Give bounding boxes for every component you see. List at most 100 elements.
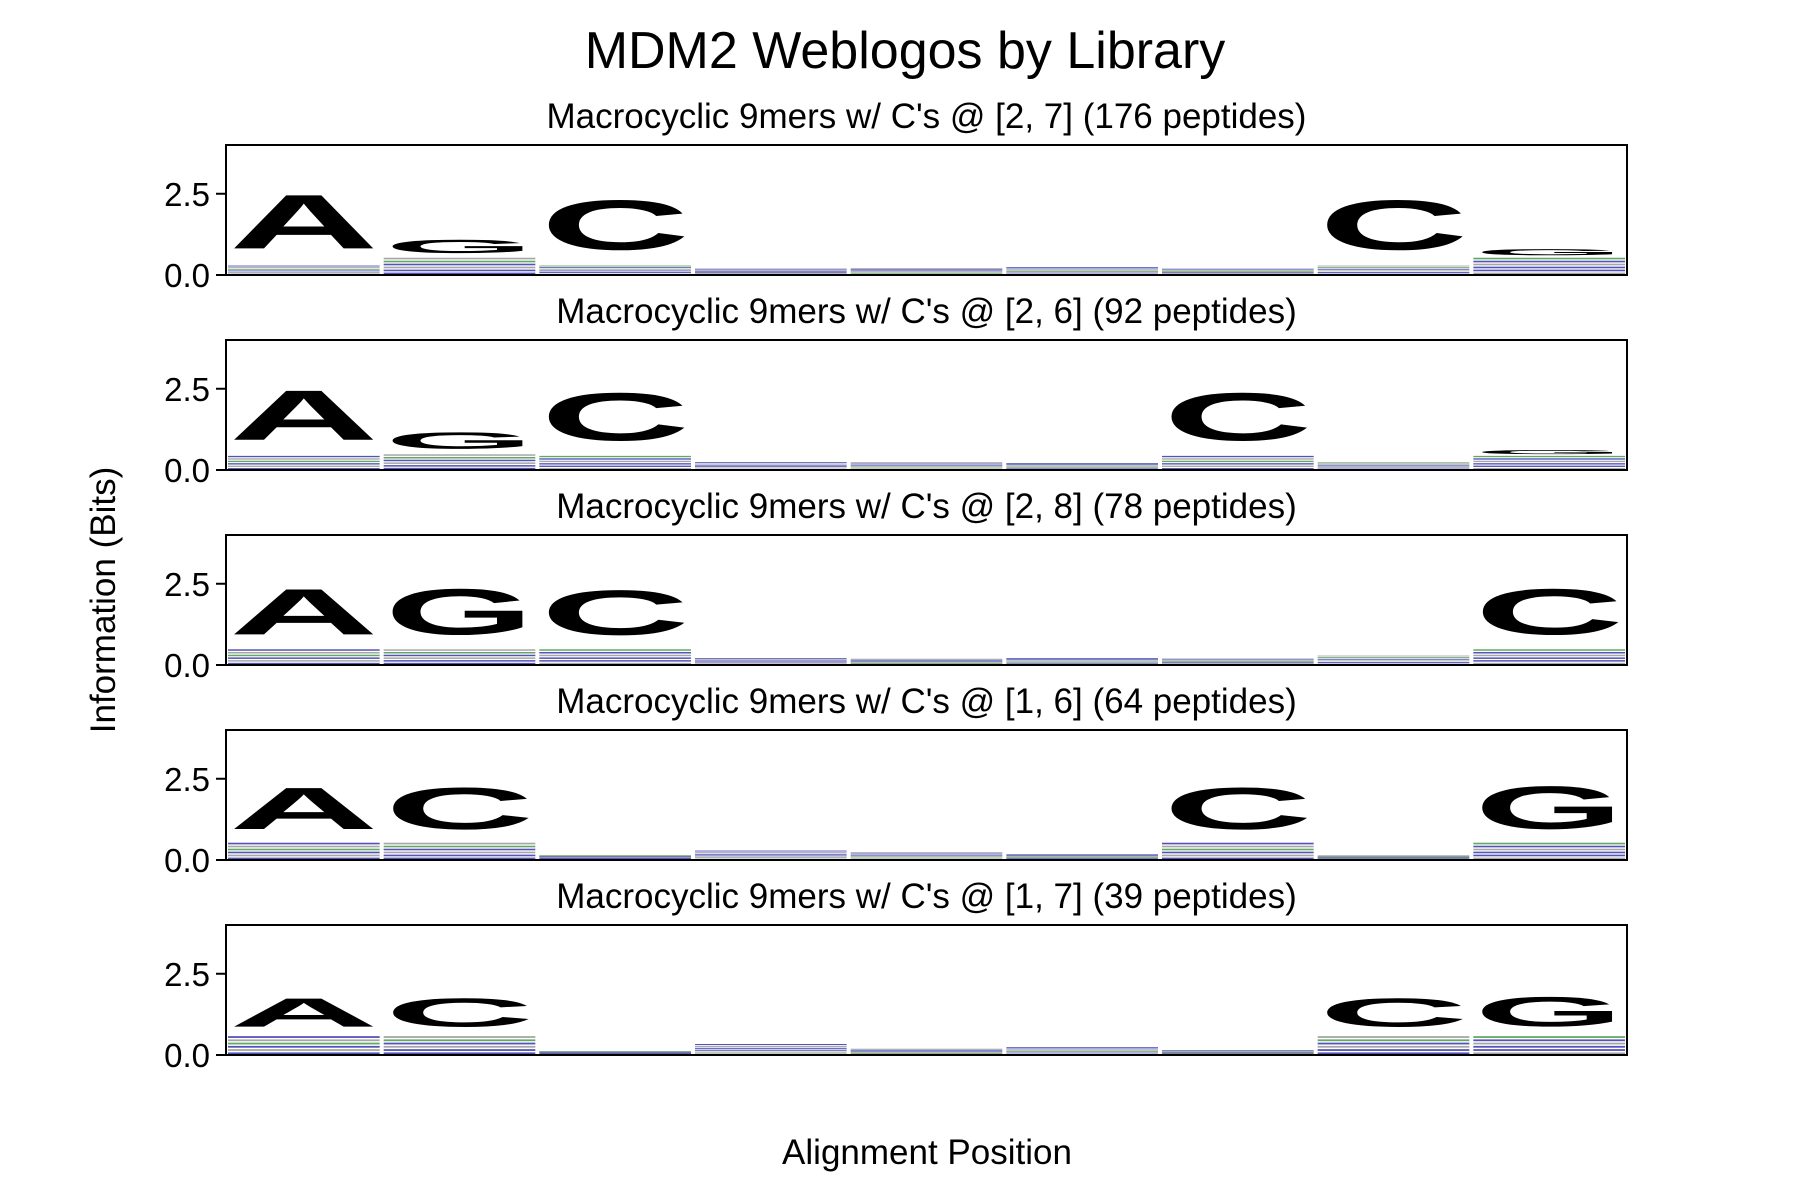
residue-band (383, 652, 536, 654)
residue-band (228, 1036, 380, 1038)
residue-band (539, 1051, 691, 1053)
residue-band (539, 458, 691, 460)
residue-band (383, 257, 536, 260)
residue-band (1473, 260, 1625, 263)
logo-letter-A: A (229, 776, 379, 842)
residue-band (1162, 468, 1314, 470)
residue-band (1317, 857, 1470, 859)
residue-band (1473, 657, 1625, 659)
residue-band (1317, 466, 1470, 468)
residue-band (228, 662, 380, 665)
logo-column: A (228, 179, 380, 275)
residue-band (850, 1049, 1003, 1051)
residue-band (850, 660, 1003, 662)
residue-band (383, 465, 536, 467)
residue-band (228, 1049, 380, 1051)
residue-band (1006, 661, 1158, 663)
residue-band (1162, 465, 1314, 467)
residue-band (228, 845, 380, 848)
residue-band (383, 654, 536, 657)
residue-band (1317, 1042, 1470, 1045)
residue-band (850, 1050, 1003, 1052)
logo-column (695, 658, 847, 665)
y-tick-label: 0.0 (164, 452, 210, 489)
residue-band (1317, 655, 1470, 657)
logo-column: G (1473, 988, 1625, 1055)
residue-band (1006, 660, 1158, 662)
residue-band (695, 660, 847, 662)
panel-frame (225, 729, 1628, 861)
residue-band (539, 268, 691, 270)
residue-band (383, 842, 536, 845)
residue-band (850, 853, 1003, 855)
residue-band (1473, 1052, 1625, 1055)
residue-band (383, 857, 536, 860)
residue-band (695, 662, 847, 664)
panel-frame (225, 144, 1628, 276)
logo-column (1006, 658, 1158, 665)
residue-band (1006, 466, 1158, 468)
residue-band (1317, 265, 1470, 267)
residue-band (1162, 460, 1314, 463)
residue-band (383, 1052, 536, 1055)
logo-letter-G: G (385, 236, 535, 257)
panel-title: Macrocyclic 9mers w/ C's @ [2, 6] (92 pe… (556, 292, 1297, 331)
residue-band (850, 857, 1003, 859)
logo-letter-A: A (229, 179, 379, 265)
residue-band (228, 652, 380, 654)
residue-band (1006, 267, 1158, 268)
residue-band (695, 855, 847, 857)
logo-panel: Macrocyclic 9mers w/ C's @ [1, 6] (64 pe… (164, 682, 1628, 879)
residue-band (1317, 856, 1470, 858)
residue-band (1162, 458, 1314, 460)
logo-column (1006, 1047, 1158, 1055)
logo-column: C (383, 776, 536, 860)
logo-column: C (1317, 185, 1470, 275)
logo-column: A (228, 575, 380, 665)
logo-letter-A: A (229, 375, 379, 454)
logo-panel: Macrocyclic 9mers w/ C's @ [2, 8] (78 pe… (164, 487, 1628, 684)
residue-band (1006, 1049, 1158, 1051)
residue-band (1006, 464, 1158, 466)
residue-band (850, 1053, 1003, 1054)
residue-band (1162, 854, 1314, 857)
residue-band (228, 267, 380, 269)
y-axis-label: Information (Bits) (84, 467, 123, 733)
residue-band (695, 1045, 847, 1047)
residue-band (539, 857, 691, 859)
residue-band (383, 848, 536, 851)
residue-band (1473, 468, 1625, 470)
logo-column: G (383, 236, 536, 275)
residue-band (228, 265, 380, 267)
residue-band (539, 465, 691, 467)
residue-band (1006, 857, 1158, 859)
residue-band (228, 1042, 380, 1045)
logo-letter-C: C (1474, 575, 1624, 648)
logo-column: G (1473, 449, 1625, 470)
residue-band (1317, 855, 1470, 857)
residue-band (539, 654, 691, 657)
residue-band (850, 467, 1003, 469)
residue-band (1317, 272, 1470, 273)
residue-band (1317, 1052, 1470, 1055)
residue-band (539, 858, 691, 860)
logo-column: C (383, 990, 536, 1055)
residue-band (850, 852, 1003, 853)
panel-title: Macrocyclic 9mers w/ C's @ [2, 7] (176 p… (547, 97, 1307, 136)
residue-band (383, 462, 536, 464)
residue-band (1473, 848, 1625, 851)
figure-title: MDM2 Weblogos by Library (585, 22, 1226, 80)
logo-column (1317, 462, 1470, 470)
residue-band (695, 273, 847, 274)
panel-title: Macrocyclic 9mers w/ C's @ [2, 8] (78 pe… (556, 487, 1297, 526)
residue-band (695, 853, 847, 855)
residue-band (1317, 268, 1470, 270)
residue-band (1162, 663, 1314, 664)
residue-band (383, 1042, 536, 1045)
logo-letter-A: A (229, 575, 379, 648)
residue-band (1473, 269, 1625, 272)
residue-band (1317, 1036, 1470, 1038)
